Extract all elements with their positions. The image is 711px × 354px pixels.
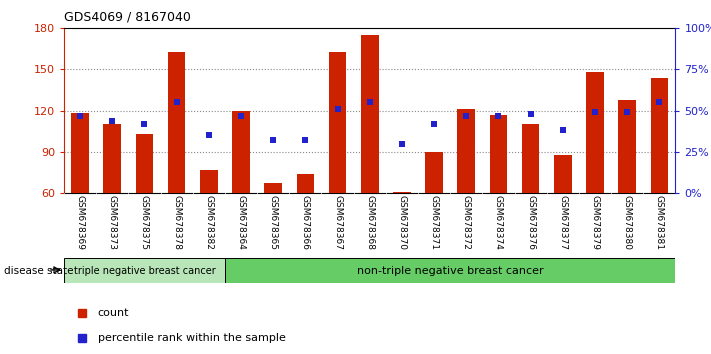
Text: GSM678380: GSM678380 [623,195,631,250]
Bar [64,258,225,283]
Text: GSM678377: GSM678377 [558,195,567,250]
Text: GSM678373: GSM678373 [108,195,117,250]
Bar [103,124,121,193]
Text: GSM678379: GSM678379 [591,195,599,250]
Text: GSM678370: GSM678370 [397,195,407,250]
Bar [232,111,250,193]
Text: percentile rank within the sample: percentile rank within the sample [97,333,286,343]
Bar [361,35,378,193]
Text: GSM678375: GSM678375 [140,195,149,250]
Text: non-triple negative breast cancer: non-triple negative breast cancer [357,266,543,276]
Text: GSM678372: GSM678372 [461,195,471,250]
Text: disease state: disease state [4,266,73,276]
Bar [619,100,636,193]
Text: GSM678374: GSM678374 [494,195,503,250]
Text: GSM678376: GSM678376 [526,195,535,250]
Bar [393,192,411,193]
Text: GSM678368: GSM678368 [365,195,374,250]
Text: count: count [97,308,129,318]
Bar [522,124,540,193]
Bar [490,115,507,193]
Text: GSM678371: GSM678371 [429,195,439,250]
Text: GSM678369: GSM678369 [75,195,85,250]
Text: triple negative breast cancer: triple negative breast cancer [73,266,215,276]
Bar [586,72,604,193]
Bar [457,109,475,193]
Bar [296,174,314,193]
Bar [136,134,154,193]
Bar [200,170,218,193]
Text: GSM678364: GSM678364 [237,195,245,250]
Text: GSM678366: GSM678366 [301,195,310,250]
Text: GSM678365: GSM678365 [269,195,278,250]
Text: GSM678382: GSM678382 [204,195,213,250]
Text: GDS4069 / 8167040: GDS4069 / 8167040 [64,11,191,24]
Bar [225,258,675,283]
Bar [328,52,346,193]
Bar [554,154,572,193]
Text: GSM678381: GSM678381 [655,195,664,250]
Bar [651,78,668,193]
Text: GSM678378: GSM678378 [172,195,181,250]
Bar [264,183,282,193]
Bar [71,113,89,193]
Text: GSM678367: GSM678367 [333,195,342,250]
Bar [425,152,443,193]
Bar [168,52,186,193]
